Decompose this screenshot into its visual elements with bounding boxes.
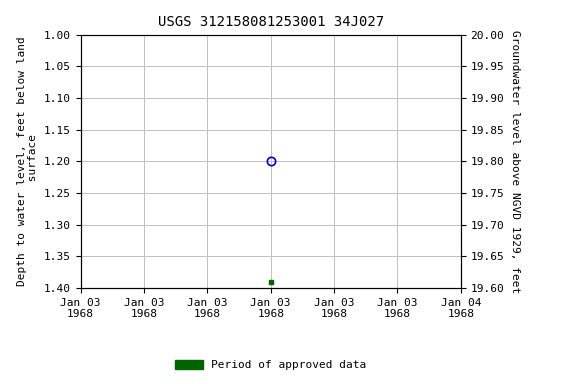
Y-axis label: Depth to water level, feet below land
 surface: Depth to water level, feet below land su… <box>17 36 39 286</box>
Y-axis label: Groundwater level above NGVD 1929, feet: Groundwater level above NGVD 1929, feet <box>510 30 520 293</box>
Legend: Period of approved data: Period of approved data <box>170 356 371 375</box>
Title: USGS 312158081253001 34J027: USGS 312158081253001 34J027 <box>158 15 384 29</box>
